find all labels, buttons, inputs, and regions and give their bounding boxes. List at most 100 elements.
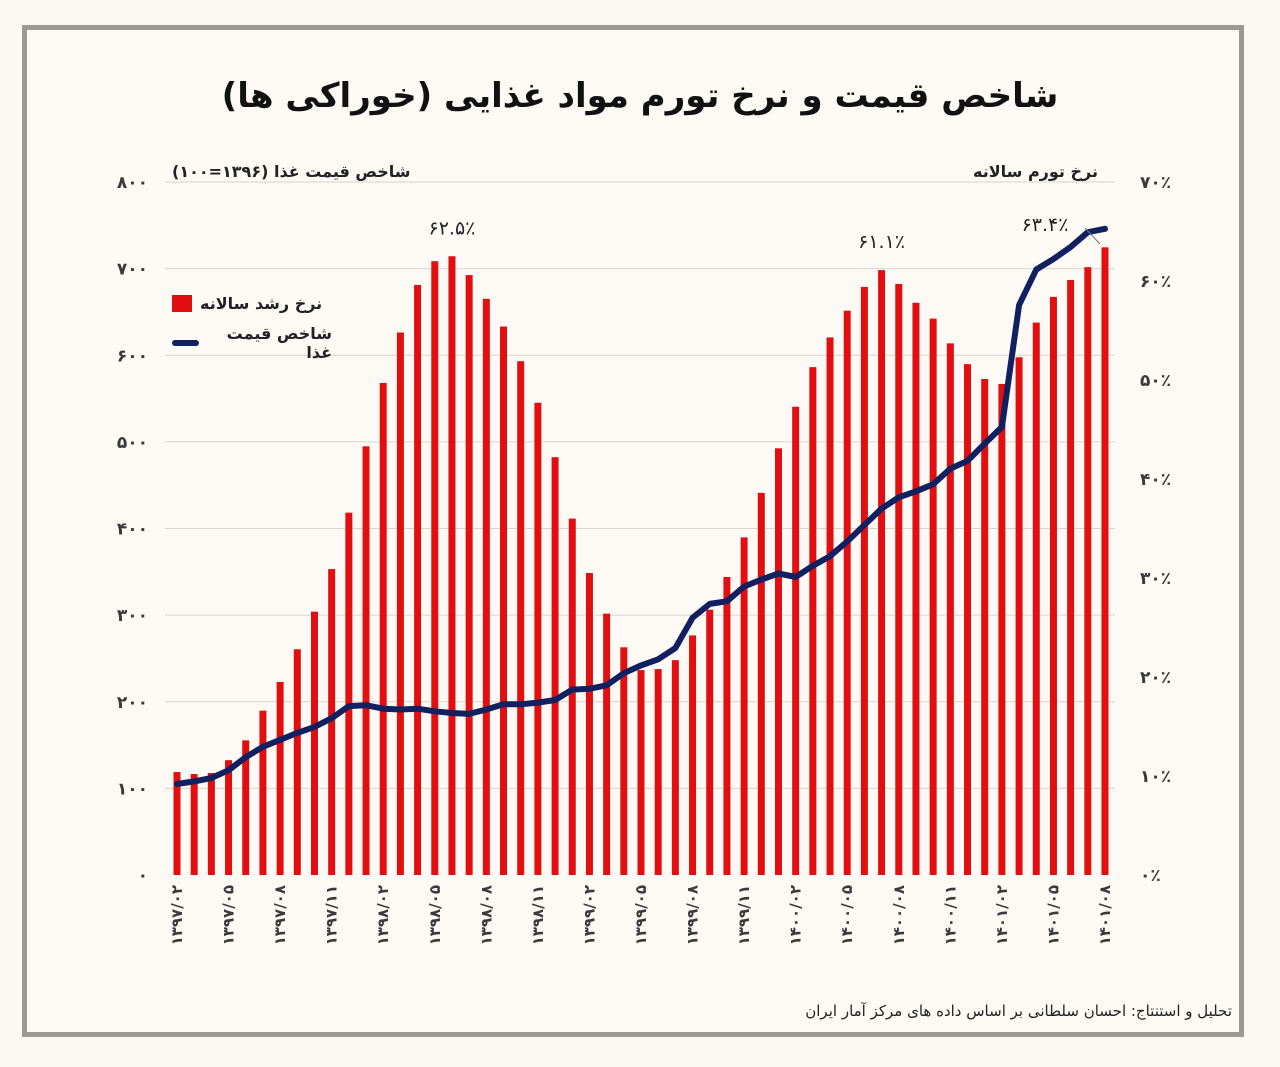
bar bbox=[242, 740, 250, 875]
bar bbox=[276, 681, 284, 875]
bar bbox=[637, 670, 645, 875]
x-tick-label: ۱۳۹۷/۱۱ bbox=[323, 885, 341, 945]
legend-swatch-line bbox=[172, 340, 200, 346]
bar bbox=[946, 343, 954, 875]
bar bbox=[757, 492, 765, 875]
bar bbox=[860, 286, 868, 875]
bar bbox=[809, 367, 817, 875]
bar bbox=[774, 448, 782, 875]
legend-swatch-bars bbox=[172, 294, 192, 312]
bar bbox=[482, 298, 490, 875]
left-tick-label: ۶۰۰ bbox=[117, 346, 148, 366]
x-tick-label: ۱۴۰۰/۰۲ bbox=[787, 885, 805, 945]
bar bbox=[1101, 247, 1109, 876]
right-tick-label: ۰٪ bbox=[1140, 866, 1161, 886]
x-tick-label: ۱۳۹۹/۰۲ bbox=[580, 885, 598, 945]
bar bbox=[895, 283, 903, 876]
right-tick-label: ۷۰٪ bbox=[1140, 173, 1171, 193]
bar bbox=[585, 573, 593, 875]
bar bbox=[671, 660, 679, 875]
x-tick-label: ۱۳۹۸/۱۱ bbox=[529, 885, 547, 945]
bar bbox=[568, 518, 576, 875]
bar bbox=[929, 318, 937, 875]
right-tick-label: ۳۰٪ bbox=[1140, 569, 1171, 589]
bar bbox=[396, 332, 404, 876]
x-tick-label: ۱۳۹۸/۰۵ bbox=[426, 885, 444, 945]
x-tick-label: ۱۳۹۸/۰۲ bbox=[374, 885, 392, 945]
right-tick-label: ۱۰٪ bbox=[1140, 767, 1171, 787]
x-tick-label: ۱۳۹۹/۰۸ bbox=[684, 885, 702, 945]
bar bbox=[310, 611, 318, 875]
bar bbox=[207, 773, 215, 875]
bar bbox=[912, 302, 920, 875]
bar bbox=[534, 402, 542, 875]
annotation-leader bbox=[1084, 227, 1101, 245]
legend-item-bars: نرخ رشد سالانه bbox=[172, 283, 332, 323]
bar bbox=[998, 383, 1006, 875]
bar bbox=[465, 275, 473, 875]
bar bbox=[723, 577, 731, 875]
bar bbox=[448, 256, 456, 875]
legend: نرخ رشد سالانه شاخص قیمت غذا bbox=[172, 283, 332, 363]
bar bbox=[843, 310, 851, 875]
right-tick-label: ۴۰٪ bbox=[1140, 470, 1171, 490]
peak-annotation: ۶۱.۱٪ bbox=[858, 231, 905, 253]
chart-title: شاخص قیمت و نرخ تورم مواد غذایی (خوراکی … bbox=[221, 76, 1059, 116]
legend-item-line: شاخص قیمت غذا bbox=[172, 323, 332, 363]
bar bbox=[620, 647, 628, 875]
right-tick-label: ۵۰٪ bbox=[1140, 371, 1171, 391]
bar bbox=[500, 326, 508, 875]
bar bbox=[603, 613, 611, 875]
bar bbox=[1084, 267, 1092, 875]
bar bbox=[173, 772, 181, 875]
bar bbox=[706, 609, 714, 875]
bar bbox=[1032, 322, 1040, 876]
x-tick-label: ۱۴۰۰/۱۱ bbox=[941, 885, 959, 945]
bar bbox=[551, 457, 559, 875]
x-tick-label: ۱۴۰۱/۰۵ bbox=[1044, 885, 1062, 945]
x-tick-label: ۱۳۹۷/۰۸ bbox=[271, 885, 289, 945]
bar bbox=[431, 261, 439, 875]
bar bbox=[981, 379, 989, 875]
price-index-line bbox=[174, 225, 1108, 787]
left-tick-label: ۱۰۰ bbox=[117, 779, 148, 799]
bar bbox=[654, 669, 662, 875]
x-tick-label: ۱۴۰۱/۰۲ bbox=[993, 885, 1011, 945]
bar bbox=[1015, 357, 1023, 876]
bar bbox=[740, 537, 748, 875]
peak-annotation: ۶۲.۵٪ bbox=[429, 217, 476, 239]
bar bbox=[414, 284, 422, 876]
bar bbox=[878, 270, 886, 875]
left-tick-label: ۸۰۰ bbox=[117, 173, 148, 193]
peak-annotation: ۶۳.۴٪ bbox=[1022, 214, 1069, 236]
bar bbox=[190, 774, 198, 875]
bar bbox=[826, 337, 834, 875]
bar bbox=[362, 446, 370, 875]
x-tick-label: ۱۴۰۱/۰۸ bbox=[1096, 885, 1114, 945]
x-tick-label: ۱۳۹۸/۰۸ bbox=[477, 885, 495, 945]
x-tick-label: ۱۳۹۷/۰۵ bbox=[220, 885, 238, 945]
bar bbox=[689, 635, 697, 875]
left-tick-label: ۰ bbox=[138, 866, 148, 886]
x-tick-label: ۱۴۰۰/۰۵ bbox=[838, 885, 856, 945]
bar bbox=[1049, 296, 1057, 876]
bar bbox=[345, 512, 353, 875]
source-footer: تحلیل و استنتاج: احسان سلطانی بر اساس دا… bbox=[805, 1002, 1232, 1020]
legend-label-bars: نرخ رشد سالانه bbox=[200, 293, 323, 313]
left-tick-label: ۷۰۰ bbox=[117, 260, 148, 280]
left-tick-label: ۴۰۰ bbox=[117, 520, 148, 540]
right-axis-title: نرخ تورم سالانه bbox=[973, 162, 1098, 181]
bar bbox=[259, 710, 267, 875]
left-tick-label: ۲۰۰ bbox=[117, 693, 148, 713]
right-tick-label: ۲۰٪ bbox=[1140, 668, 1171, 688]
left-axis-title: شاخص قیمت غذا (۱۳۹۶=۱۰۰) bbox=[172, 162, 411, 181]
bar bbox=[293, 649, 301, 875]
x-tick-label: ۱۳۹۹/۱۱ bbox=[735, 885, 753, 945]
x-tick-label: ۱۳۹۹/۰۵ bbox=[632, 885, 650, 945]
x-tick-label: ۱۴۰۰/۰۸ bbox=[890, 885, 908, 945]
bar bbox=[792, 406, 800, 875]
bar bbox=[517, 361, 525, 875]
left-tick-label: ۵۰۰ bbox=[117, 433, 148, 453]
left-tick-label: ۳۰۰ bbox=[117, 606, 148, 626]
